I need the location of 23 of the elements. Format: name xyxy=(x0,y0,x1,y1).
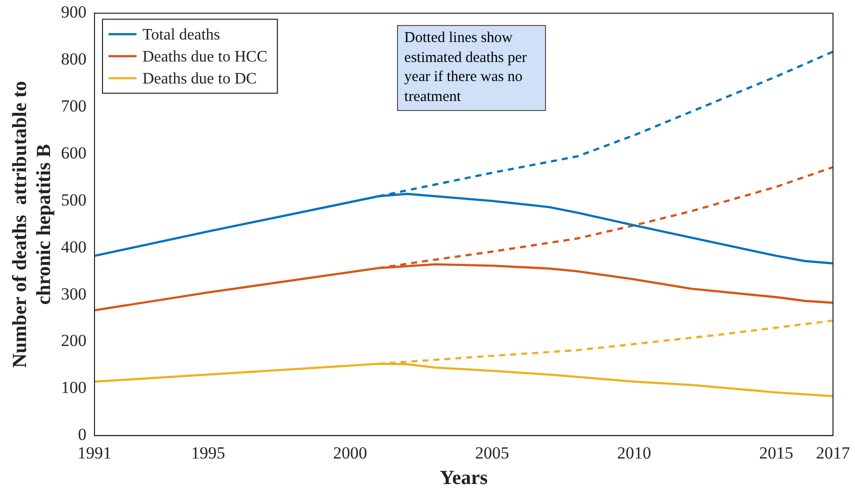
y-tick-label: 500 xyxy=(61,190,86,210)
y-tick-label: 300 xyxy=(61,284,86,304)
y-tick-label: 800 xyxy=(61,50,86,69)
y-tick-label: 700 xyxy=(61,96,86,116)
x-axis-title: Years xyxy=(440,467,488,490)
y-tick-label: 100 xyxy=(61,378,86,398)
y-axis-title: Number of deaths attributable to chronic hepatitis B xyxy=(9,80,55,368)
legend-label: Deaths due to HCC xyxy=(142,48,268,66)
y-tick-label: 200 xyxy=(61,331,86,350)
x-tick-label: 2010 xyxy=(617,443,652,462)
annotation: Dotted lines show estimated deaths per year if there was no treatment xyxy=(397,25,546,112)
x-tick-label: 2005 xyxy=(475,443,510,462)
y-tick-label: 600 xyxy=(61,143,86,162)
x-tick-label: 1991 xyxy=(78,443,112,462)
y-tick-label: 900 xyxy=(61,2,86,22)
x-tick-label: 1995 xyxy=(191,443,226,462)
y-tick-label: 0 xyxy=(78,425,86,444)
x-tick-label: 2000 xyxy=(333,443,368,462)
legend-label: Deaths due to DC xyxy=(142,70,257,88)
y-tick-label: 400 xyxy=(61,237,86,256)
legend-label: Total deaths xyxy=(142,26,220,44)
x-tick-label: 2017 xyxy=(816,443,850,462)
x-tick-label: 2015 xyxy=(759,443,794,462)
